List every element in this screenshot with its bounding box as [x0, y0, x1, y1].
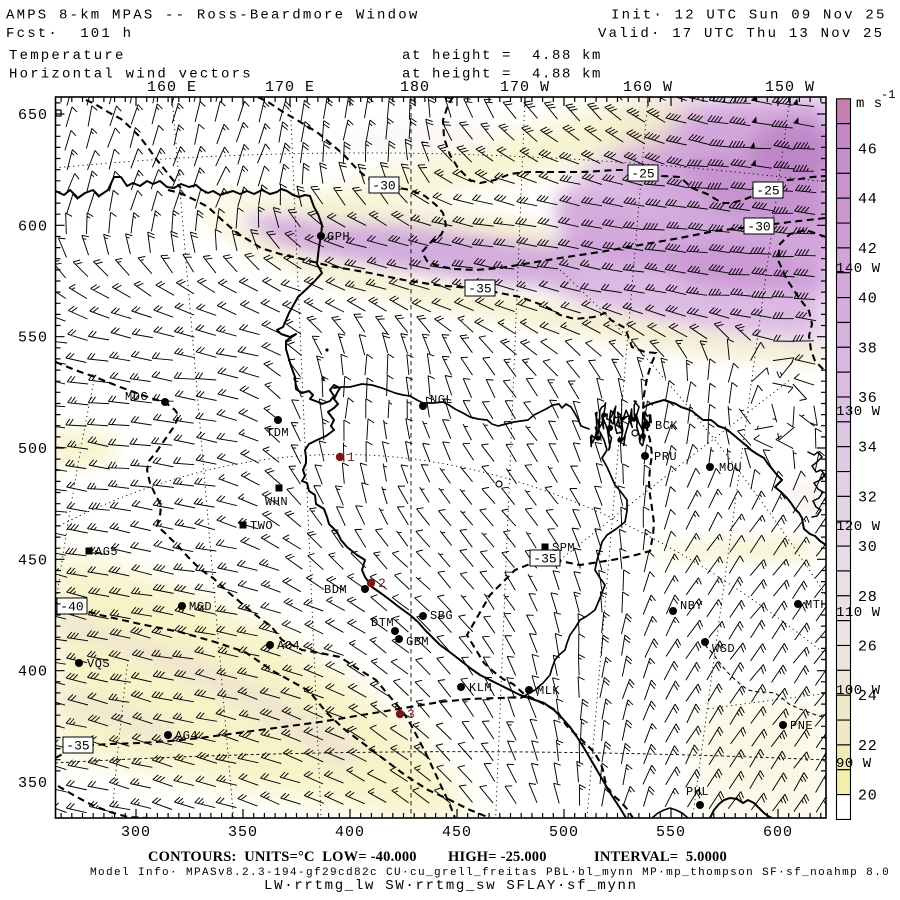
svg-text:at height = 4.88 km: at height = 4.88 km: [402, 67, 602, 83]
svg-text:350: 350: [18, 775, 48, 792]
svg-text:KLM: KLM: [469, 681, 492, 695]
svg-text:HIGH= -25.000: HIGH= -25.000: [448, 849, 547, 865]
svg-text:TDM: TDM: [266, 426, 289, 440]
svg-text:350: 350: [228, 824, 258, 841]
svg-text:150 W: 150 W: [765, 79, 815, 96]
svg-text:160 E: 160 E: [147, 79, 197, 96]
svg-text:GPH: GPH: [327, 230, 350, 244]
svg-text:42: 42: [858, 241, 878, 258]
svg-text:44: 44: [858, 191, 878, 208]
svg-text:170 W: 170 W: [500, 79, 550, 96]
svg-text:550: 550: [656, 824, 686, 841]
svg-text:-25: -25: [756, 184, 779, 199]
svg-text:-35: -35: [468, 282, 491, 297]
svg-text:46: 46: [858, 142, 878, 159]
svg-text:AC4: AC4: [277, 639, 300, 653]
svg-text:MTH: MTH: [805, 598, 828, 612]
svg-text:400: 400: [335, 824, 365, 841]
svg-text:NBY: NBY: [680, 599, 703, 613]
svg-text:PRU: PRU: [654, 450, 677, 464]
svg-text:AG5: AG5: [95, 545, 118, 559]
svg-text:40: 40: [858, 291, 878, 308]
svg-text:Init· 12 UTC Sun 09 Nov 25: Init· 12 UTC Sun 09 Nov 25: [611, 8, 887, 24]
svg-text:600: 600: [18, 218, 48, 235]
svg-text:600: 600: [763, 824, 793, 841]
svg-text:1: 1: [347, 450, 355, 465]
svg-text:BDM: BDM: [324, 583, 347, 597]
svg-text:m s: m s: [856, 96, 883, 112]
svg-text:500: 500: [18, 441, 48, 458]
svg-text:TWO: TWO: [250, 519, 273, 533]
svg-text:Temperature: Temperature: [9, 48, 126, 64]
svg-text:CONTOURS: UNITS=°C LOW= -40.: CONTOURS: UNITS=°C LOW= -40.000: [148, 849, 417, 865]
svg-text:130 W: 130 W: [836, 404, 881, 420]
svg-text:VQS: VQS: [87, 657, 110, 671]
svg-text:-1: -1: [881, 88, 895, 102]
svg-text:DTM: DTM: [371, 616, 394, 630]
svg-text:AMPS 8-km MPAS -- Ross-Beardmo: AMPS 8-km MPAS -- Ross-Beardmore Window: [6, 8, 419, 24]
svg-text:22: 22: [858, 738, 878, 755]
svg-text:AG4: AG4: [175, 729, 198, 743]
svg-text:120 W: 120 W: [836, 519, 881, 535]
svg-text:-30: -30: [372, 179, 395, 194]
svg-text:90 W: 90 W: [836, 756, 872, 772]
svg-text:300: 300: [121, 824, 151, 841]
svg-text:Fcst· 101 h: Fcst· 101 h: [6, 26, 133, 42]
svg-text:SPM: SPM: [552, 541, 575, 555]
svg-text:GBM: GBM: [406, 635, 429, 649]
svg-text:Horizontal wind vectors: Horizontal wind vectors: [9, 67, 253, 83]
svg-text:32: 32: [858, 489, 878, 506]
svg-text:PHL: PHL: [686, 785, 709, 799]
svg-text:26: 26: [858, 639, 878, 656]
svg-text:450: 450: [442, 824, 472, 841]
svg-text:LW·rrtmg_lw SW·rrtmg_sw SFLAY·: LW·rrtmg_lw SW·rrtmg_sw SFLAY·sf_mynn: [264, 878, 638, 894]
svg-text:WHN: WHN: [265, 495, 288, 509]
svg-text:160 W: 160 W: [623, 79, 673, 96]
svg-text:28: 28: [858, 589, 878, 606]
svg-text:-35: -35: [533, 552, 556, 567]
svg-text:PNE: PNE: [790, 719, 813, 733]
svg-text:650: 650: [18, 107, 48, 124]
svg-text:WSD: WSD: [712, 642, 735, 656]
svg-text:38: 38: [858, 340, 878, 357]
svg-text:Valid· 17 UTC Thu 13 Nov 25: Valid· 17 UTC Thu 13 Nov 25: [598, 26, 884, 42]
svg-text:SBG: SBG: [430, 609, 453, 623]
svg-text:20: 20: [858, 788, 878, 805]
svg-text:-30: -30: [747, 220, 770, 235]
svg-text:INTERVAL= 5.0000: INTERVAL= 5.0000: [594, 849, 727, 865]
svg-text:-40: -40: [60, 600, 83, 615]
svg-text:-25: -25: [631, 167, 654, 182]
svg-text:30: 30: [858, 539, 878, 556]
svg-text:at height = 4.88 km: at height = 4.88 km: [402, 48, 602, 64]
svg-text:100 W: 100 W: [836, 683, 881, 699]
svg-text:MLK: MLK: [537, 684, 560, 698]
svg-text:450: 450: [18, 552, 48, 569]
svg-text:36: 36: [858, 390, 878, 407]
svg-text:400: 400: [18, 664, 48, 681]
svg-text:NGL: NGL: [430, 393, 453, 407]
svg-text:-35: -35: [66, 739, 89, 754]
svg-text:170 E: 170 E: [265, 79, 315, 96]
svg-text:110 W: 110 W: [836, 605, 881, 621]
svg-text:24: 24: [858, 688, 878, 705]
svg-text:500: 500: [549, 824, 579, 841]
svg-text:MDC: MDC: [125, 390, 148, 404]
svg-text:Model Info· MPASv8.2.3-194-gf2: Model Info· MPASv8.2.3-194-gf29cd82c CU·…: [90, 867, 890, 879]
svg-text:BCK: BCK: [655, 419, 678, 433]
svg-text:3: 3: [407, 707, 415, 722]
svg-text:140 W: 140 W: [836, 261, 881, 277]
svg-text:550: 550: [18, 330, 48, 347]
svg-text:MOU: MOU: [719, 461, 742, 475]
svg-text:34: 34: [858, 440, 878, 457]
svg-text:180: 180: [400, 79, 430, 96]
svg-text:MGD: MGD: [189, 600, 212, 614]
svg-text:2: 2: [378, 576, 386, 591]
